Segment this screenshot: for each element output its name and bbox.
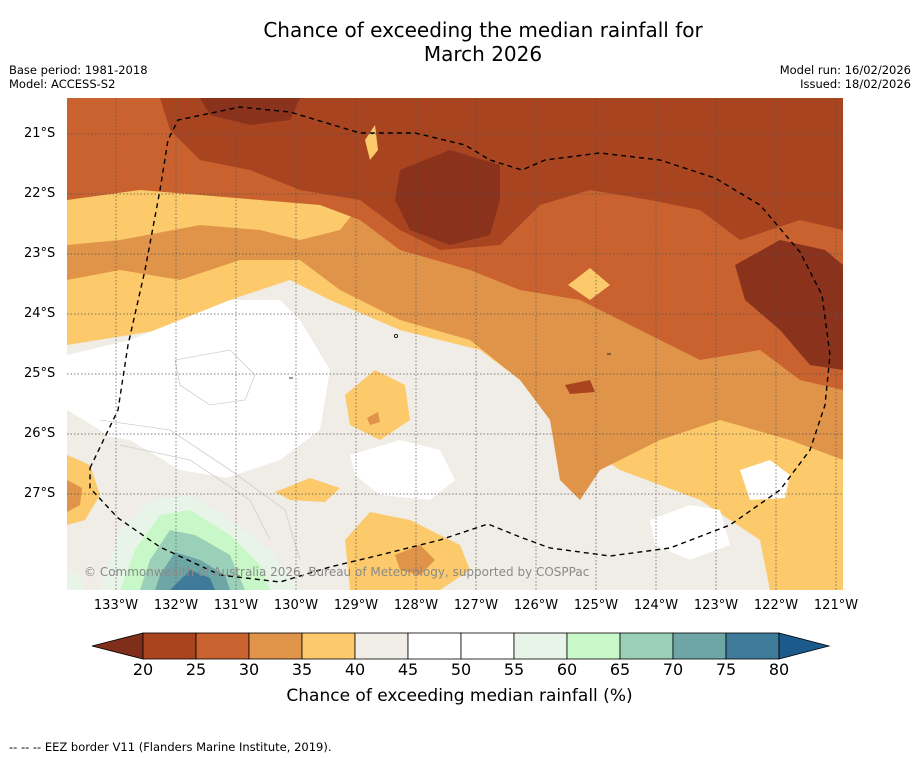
issued-date: Issued: 18/02/2026	[800, 77, 911, 91]
colorbar-segment	[142, 632, 197, 660]
colorbar-tick: 35	[291, 660, 313, 679]
colorbar-segment	[301, 632, 356, 660]
rainfall-map	[67, 98, 843, 590]
island-marker	[393, 333, 398, 338]
lat-label: 26°S	[24, 426, 56, 441]
colorbar-tick: 80	[768, 660, 790, 679]
colorbar-tick: 55	[503, 660, 525, 679]
colorbar-segment	[460, 632, 515, 660]
lon-label: 125°W	[573, 598, 619, 613]
lon-gridlines	[115, 98, 837, 590]
colorbar-segment	[195, 632, 250, 660]
lon-label: 126°W	[513, 598, 559, 613]
colorbar-tick: 40	[344, 660, 366, 679]
lon-label: 127°W	[453, 598, 499, 613]
colorbar-tick: 25	[185, 660, 207, 679]
lon-label: 129°W	[333, 598, 379, 613]
lat-label: 27°S	[24, 486, 56, 501]
colorbar-segment	[619, 632, 674, 660]
lat-label: 21°S	[24, 126, 56, 141]
model-name: Model: ACCESS-S2	[9, 77, 116, 91]
colorbar-tick: 75	[715, 660, 737, 679]
colorbar-tick: 30	[238, 660, 260, 679]
lat-label: 24°S	[24, 306, 56, 321]
meta-left: Base period: 1981-2018 Model: ACCESS-S2	[9, 63, 148, 91]
base-period: Base period: 1981-2018	[9, 63, 148, 77]
lat-label: 22°S	[24, 186, 56, 201]
eez-footnote: -- -- -- EEZ border V11 (Flanders Marine…	[9, 740, 332, 754]
colorbar-segment	[354, 632, 409, 660]
title-line-2: March 2026	[423, 42, 543, 66]
colorbar-extend-low	[91, 632, 144, 660]
colorbar-segment	[566, 632, 621, 660]
lon-label: 128°W	[393, 598, 439, 613]
lat-label: 23°S	[24, 246, 56, 261]
copyright-notice: © Commonwealth of Australia 2026, Bureau…	[84, 565, 590, 579]
map-title: Chance of exceeding the median rainfall …	[0, 18, 919, 66]
colorbar-segment	[725, 632, 780, 660]
lon-label: 133°W	[93, 598, 139, 613]
colorbar-extend-high	[778, 632, 831, 660]
model-run: Model run: 16/02/2026	[779, 63, 911, 77]
lon-label: 132°W	[153, 598, 199, 613]
colorbar-label: Chance of exceeding median rainfall (%)	[286, 686, 633, 706]
lon-label: 123°W	[693, 598, 739, 613]
eez-border	[89, 106, 831, 583]
colorbar-tick: 45	[397, 660, 419, 679]
colorbar-segment	[513, 632, 568, 660]
colorbar-tick: 50	[450, 660, 472, 679]
lon-label: 121°W	[813, 598, 859, 613]
lon-label: 131°W	[213, 598, 259, 613]
colorbar-segment	[248, 632, 303, 660]
lat-label: 25°S	[24, 366, 56, 381]
lon-label: 122°W	[753, 598, 799, 613]
rainfall-contours	[67, 98, 843, 590]
colorbar-tick: 60	[556, 660, 578, 679]
meta-right: Model run: 16/02/2026 Issued: 18/02/2026	[780, 63, 911, 91]
colorbar-tick: 65	[609, 660, 631, 679]
lon-label: 124°W	[633, 598, 679, 613]
colorbar-segment	[672, 632, 727, 660]
colorbar-tick: 70	[662, 660, 684, 679]
colorbar-tick: 20	[132, 660, 154, 679]
colorbar-segment	[407, 632, 462, 660]
title-line-1: Chance of exceeding the median rainfall …	[263, 18, 703, 42]
lon-label: 130°W	[273, 598, 319, 613]
